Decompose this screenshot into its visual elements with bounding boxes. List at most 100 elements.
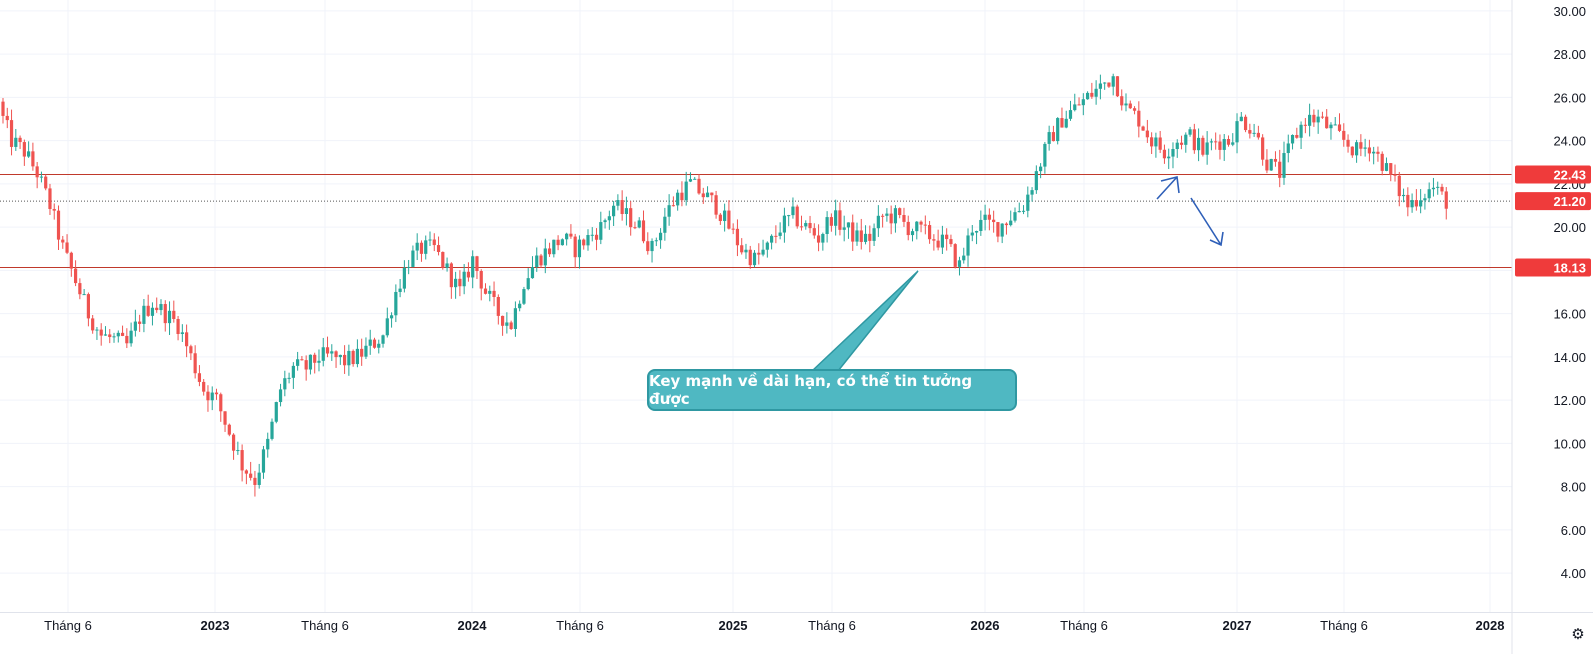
candle-body [1201, 137, 1205, 155]
candle-body [1393, 174, 1397, 176]
candle [1440, 183, 1444, 195]
candle [1329, 122, 1333, 140]
candle [693, 176, 697, 180]
candle-body [1444, 191, 1448, 209]
candle [1299, 121, 1303, 150]
candle-body [1141, 126, 1145, 131]
y-tick-label: 24.00 [1553, 134, 1586, 149]
candle-body [607, 216, 611, 221]
candle [86, 292, 90, 327]
y-tick-label: 4.00 [1561, 566, 1586, 581]
candle-body [582, 239, 586, 246]
candle-body [1354, 142, 1359, 156]
candle [970, 224, 974, 242]
candle-body [402, 267, 406, 289]
candle [381, 334, 385, 348]
candle [569, 224, 573, 239]
y-tick-label: 30.00 [1553, 4, 1586, 19]
candle-body [505, 322, 509, 326]
y-tick-label: 6.00 [1561, 523, 1586, 538]
candle-body [1380, 153, 1384, 171]
callout-label: Key mạnh về dài hạn, có thể tin tưởng đư… [647, 369, 1017, 411]
candle-body [590, 234, 594, 236]
candle-body [1248, 130, 1252, 134]
candle [654, 237, 658, 247]
candle-body [812, 228, 816, 236]
candle [304, 355, 308, 381]
candle [48, 183, 52, 215]
candle-body [838, 210, 842, 230]
candle [804, 220, 808, 230]
candle-body [676, 192, 680, 206]
candle [436, 236, 441, 256]
candle [355, 339, 360, 368]
candle-body [808, 223, 812, 229]
candle [1073, 93, 1077, 112]
candle-body [1090, 92, 1094, 97]
candle-body [1359, 142, 1363, 149]
candle-body [1243, 116, 1248, 131]
candle [155, 297, 159, 313]
candle-body [1363, 147, 1367, 149]
candle-body [889, 213, 893, 224]
candle [1068, 100, 1073, 121]
x-tick-label: 2025 [719, 618, 748, 633]
candle-body [1312, 114, 1316, 123]
candle [1252, 123, 1256, 137]
candle [52, 203, 56, 220]
candle [449, 262, 453, 299]
candle-body [953, 244, 957, 267]
candle-body [539, 255, 543, 266]
candle-body [249, 473, 253, 478]
candle [1009, 210, 1013, 227]
candle-body [1410, 200, 1414, 208]
candle-body [1419, 200, 1423, 207]
candle [150, 302, 155, 326]
candle-body [14, 137, 18, 147]
candle [987, 208, 991, 231]
candle [1209, 138, 1214, 151]
candle-body [735, 228, 740, 246]
settings-icon[interactable]: ⚙ [1571, 626, 1585, 643]
candle-body [1179, 142, 1184, 145]
candle-body [940, 234, 944, 248]
candle-body [518, 303, 522, 309]
candle [441, 251, 445, 270]
candle [957, 256, 962, 276]
arrow-up-icon [1156, 176, 1180, 200]
candle [1410, 193, 1414, 213]
candle [898, 207, 902, 219]
candle [1017, 202, 1021, 213]
candle [1367, 139, 1371, 162]
candle-body [483, 288, 488, 294]
candle-body [1252, 132, 1256, 134]
candle-body [863, 233, 868, 242]
candle-body [334, 351, 338, 358]
candle [185, 324, 189, 358]
candle-body [411, 250, 415, 267]
candle-body [492, 290, 496, 297]
candle-body [1158, 137, 1162, 150]
candle-body [1047, 132, 1051, 144]
candle-body [351, 350, 355, 365]
candle [214, 388, 219, 400]
candle [1060, 107, 1064, 128]
candle-body [1440, 186, 1444, 192]
candle-body [530, 267, 535, 279]
candle-body [829, 217, 833, 226]
candle-body [1192, 129, 1196, 151]
candle-body [1060, 118, 1064, 128]
candle-body [654, 240, 658, 242]
candle-body [1034, 171, 1038, 191]
candle-body [1427, 189, 1431, 199]
candle [650, 238, 654, 263]
candle-body [603, 220, 607, 223]
candle-body [787, 215, 791, 217]
candle [116, 330, 120, 343]
candle-body [714, 195, 718, 215]
candle [573, 233, 577, 269]
x-tick-label: Tháng 6 [808, 618, 856, 633]
candle [283, 370, 287, 397]
